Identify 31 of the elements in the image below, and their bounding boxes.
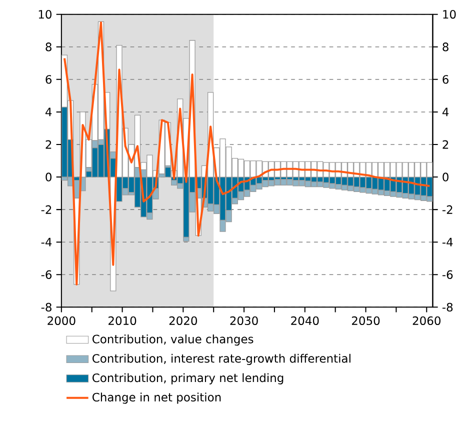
legend-label: Contribution, primary net lending [92, 373, 284, 384]
y-tick-label: 10 [38, 10, 52, 19]
x-tick-label: 2000 [48, 316, 76, 326]
legend-label: Contribution, interest rate-growth differential [92, 354, 350, 365]
y2-tick-label: 6 [442, 75, 448, 84]
y-tick-label: -4 [41, 238, 52, 246]
y2-tick-label: 0 [442, 172, 448, 182]
x-tick-label: 2010 [108, 316, 136, 326]
y2-tick-label: 4 [442, 108, 449, 116]
y-tick-label: 2 [46, 140, 52, 149]
y-tick-label: 0 [46, 172, 52, 182]
legend-label: Contribution, value changes [92, 334, 254, 346]
y2-tick-label: 8 [442, 42, 448, 52]
y-tick-label: -2 [41, 205, 52, 214]
y2-tick-label: 2 [442, 140, 448, 149]
x-tick-label: 2030 [230, 316, 258, 326]
legend-label: Change in net position [92, 392, 221, 404]
y-tick-label: 6 [46, 75, 52, 84]
y-tick-label: -6 [41, 270, 52, 279]
y2-tick-label: -8 [442, 302, 453, 312]
y2-tick-label: -2 [442, 205, 452, 214]
x-tick-label: 2060 [412, 316, 440, 326]
y2-tick-label: -6 [442, 270, 453, 279]
y2-tick-label: -4 [442, 238, 453, 246]
x-tick-label: 2050 [352, 316, 380, 326]
x-tick-label: 2040 [291, 316, 319, 326]
y-tick-label: 4 [46, 108, 52, 116]
y-tick-label: -8 [41, 302, 52, 312]
x-tick-label: 2020 [169, 316, 198, 326]
y2-tick-label: 10 [443, 10, 456, 19]
y-tick-label: 8 [46, 42, 52, 52]
